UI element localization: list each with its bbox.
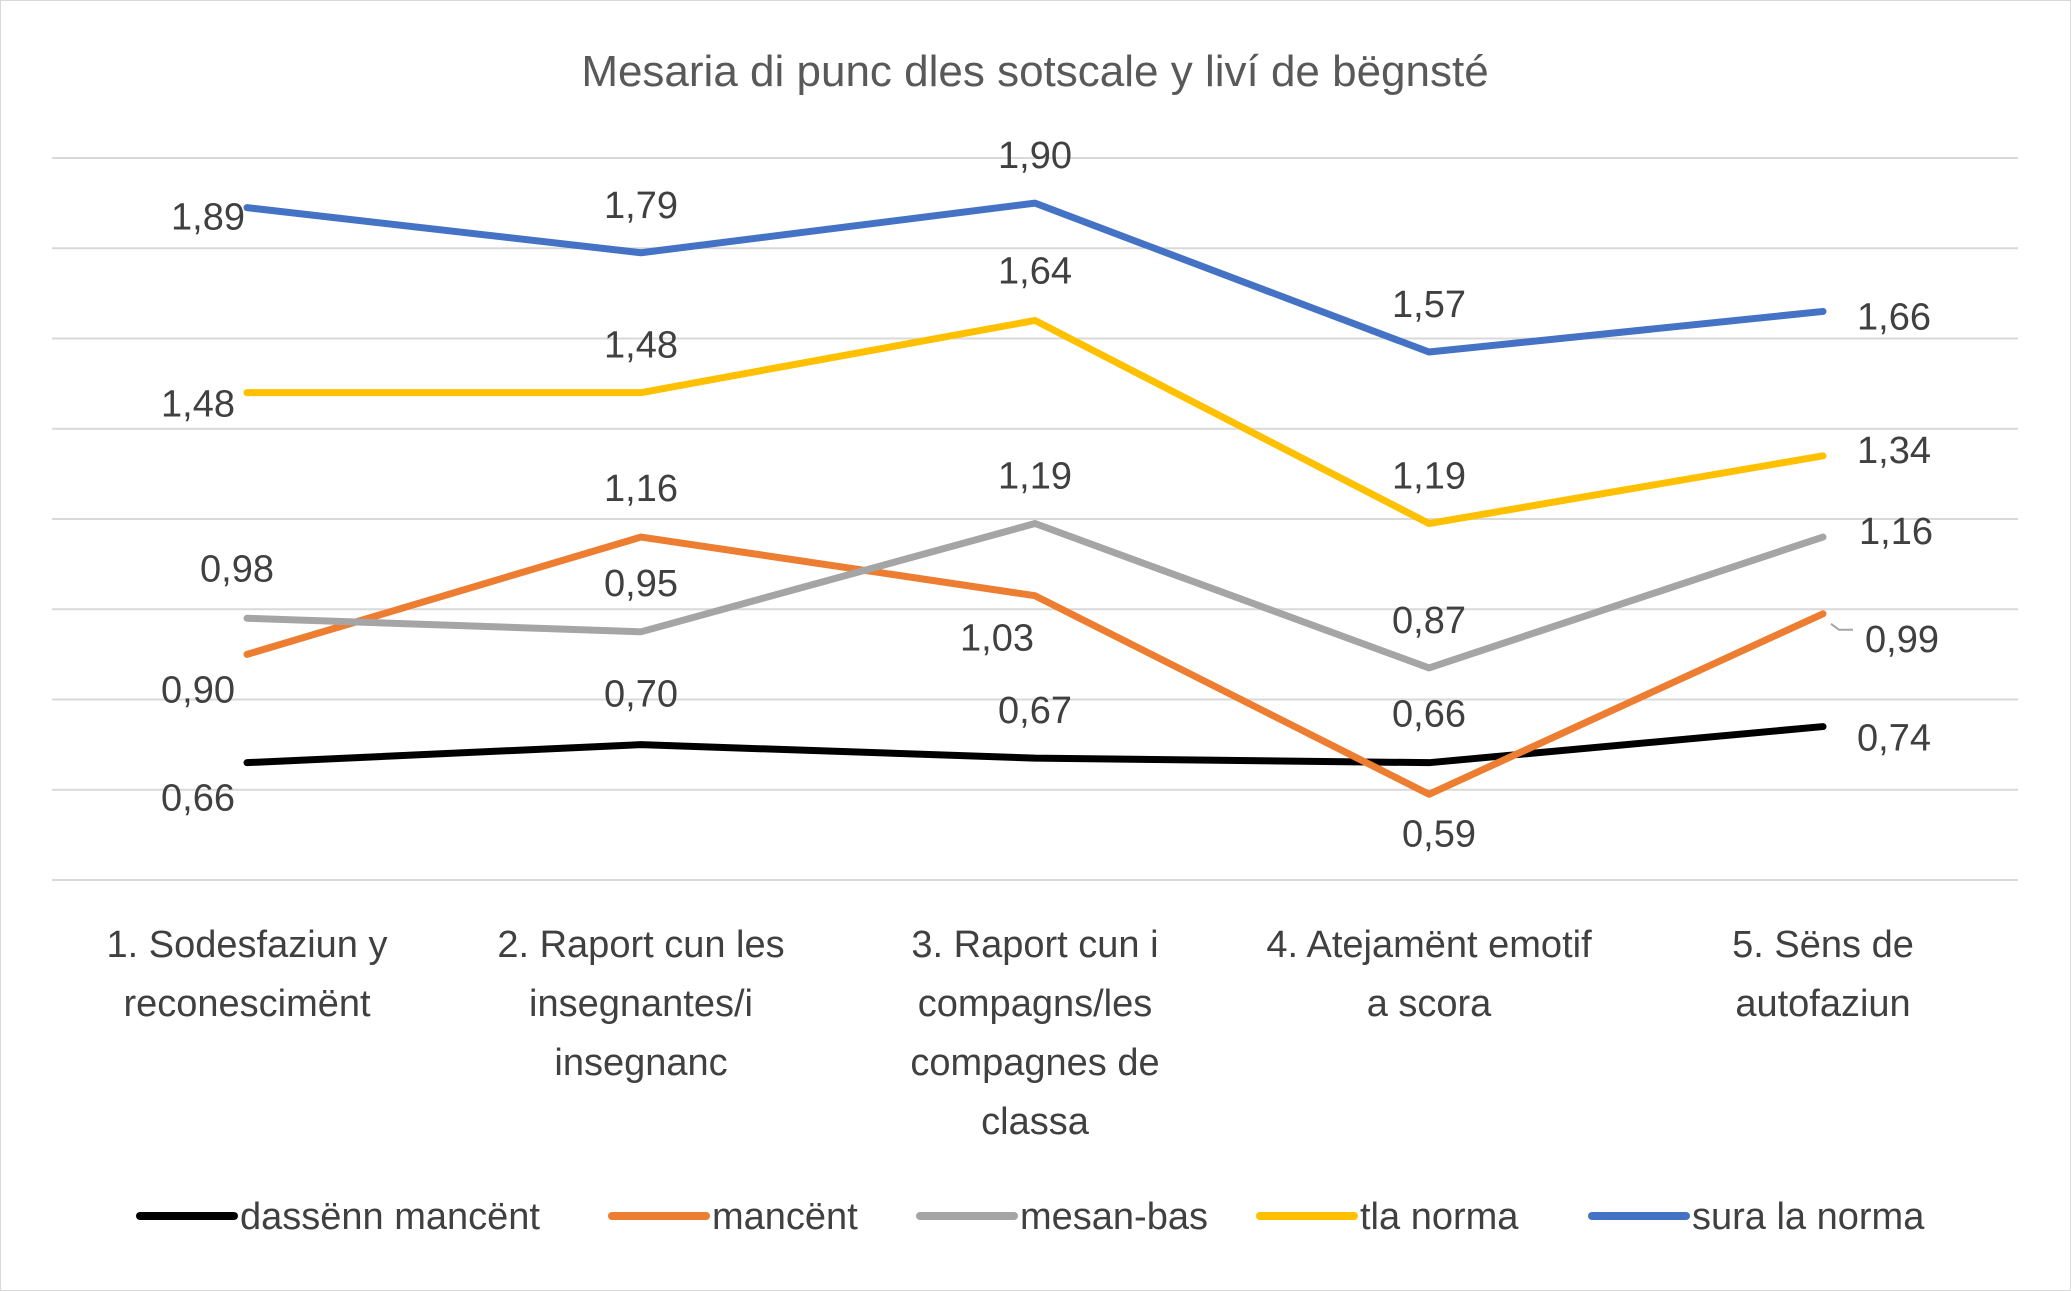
series-line-3 bbox=[243, 316, 1827, 528]
legend-label: tla norma bbox=[1360, 1196, 1519, 1238]
series-line-0 bbox=[243, 723, 1827, 767]
data-label: 1,19 bbox=[998, 456, 1072, 498]
chart-title: Mesaria di punc dles sotscale y liví de … bbox=[581, 47, 1488, 96]
gridlines bbox=[52, 157, 2018, 881]
data-label: 0,59 bbox=[1402, 813, 1476, 855]
series-line-2 bbox=[243, 520, 1827, 672]
data-label: 1,57 bbox=[1392, 284, 1466, 326]
data-label: 0,66 bbox=[1392, 694, 1466, 736]
data-label: 1,89 bbox=[171, 197, 245, 239]
leader-line bbox=[1830, 622, 1853, 631]
data-label: 0,90 bbox=[161, 669, 235, 711]
category-label: 3. Raport cun i compagns/les compagnes de c… bbox=[910, 924, 1159, 1143]
legend-label: mancënt bbox=[712, 1196, 858, 1238]
series-lines bbox=[243, 199, 1827, 798]
legend: dassënn mancënt mancënt mesan-bas tla norma… bbox=[136, 1196, 1925, 1238]
data-label: 0,99 bbox=[1865, 619, 1939, 661]
category-label: 5. Sëns de autofaziun bbox=[1732, 924, 1914, 1025]
data-label: 1,34 bbox=[1857, 430, 1931, 472]
data-label: 1,64 bbox=[998, 250, 1072, 292]
data-label: 1,03 bbox=[960, 618, 1034, 660]
data-label: 1,79 bbox=[604, 185, 678, 227]
data-label: 1,48 bbox=[604, 325, 678, 367]
data-label: 1,19 bbox=[1392, 456, 1466, 498]
data-label: 0,98 bbox=[200, 548, 274, 590]
series-line-4 bbox=[243, 199, 1827, 356]
data-label: 1,90 bbox=[998, 135, 1072, 177]
category-label: 2. Raport cun les insegnantes/i insegnanc bbox=[497, 924, 784, 1084]
data-label: 0,87 bbox=[1392, 600, 1466, 642]
category-axis-labels: 1. Sodesfaziun y reconescimënt 2. Raport c… bbox=[107, 924, 1914, 1143]
data-label: 1,66 bbox=[1857, 296, 1931, 338]
category-label: 4. Atejamënt emotif a scora bbox=[1266, 924, 1592, 1025]
data-label: 0,95 bbox=[604, 563, 678, 605]
label-connectors bbox=[1830, 622, 1853, 631]
data-label: 0,66 bbox=[161, 778, 235, 820]
data-label: 1,16 bbox=[604, 468, 678, 510]
data-label: 1,16 bbox=[1859, 511, 1933, 553]
legend-label: mesan-bas bbox=[1020, 1196, 1208, 1238]
legend-label: dassënn mancënt bbox=[240, 1196, 540, 1238]
data-label: 0,74 bbox=[1857, 718, 1931, 760]
series-line-1 bbox=[243, 533, 1827, 798]
data-label: 0,67 bbox=[998, 690, 1072, 732]
legend-label: sura la norma bbox=[1692, 1196, 1925, 1238]
data-label: 1,48 bbox=[161, 384, 235, 426]
data-label: 0,70 bbox=[604, 674, 678, 716]
data-labels: 0,66 0,70 0,67 0,66 0,74 0,90 1,16 1,03 0,59 0,99… bbox=[161, 135, 1939, 855]
category-label: 1. Sodesfaziun y reconescimënt bbox=[107, 924, 388, 1025]
